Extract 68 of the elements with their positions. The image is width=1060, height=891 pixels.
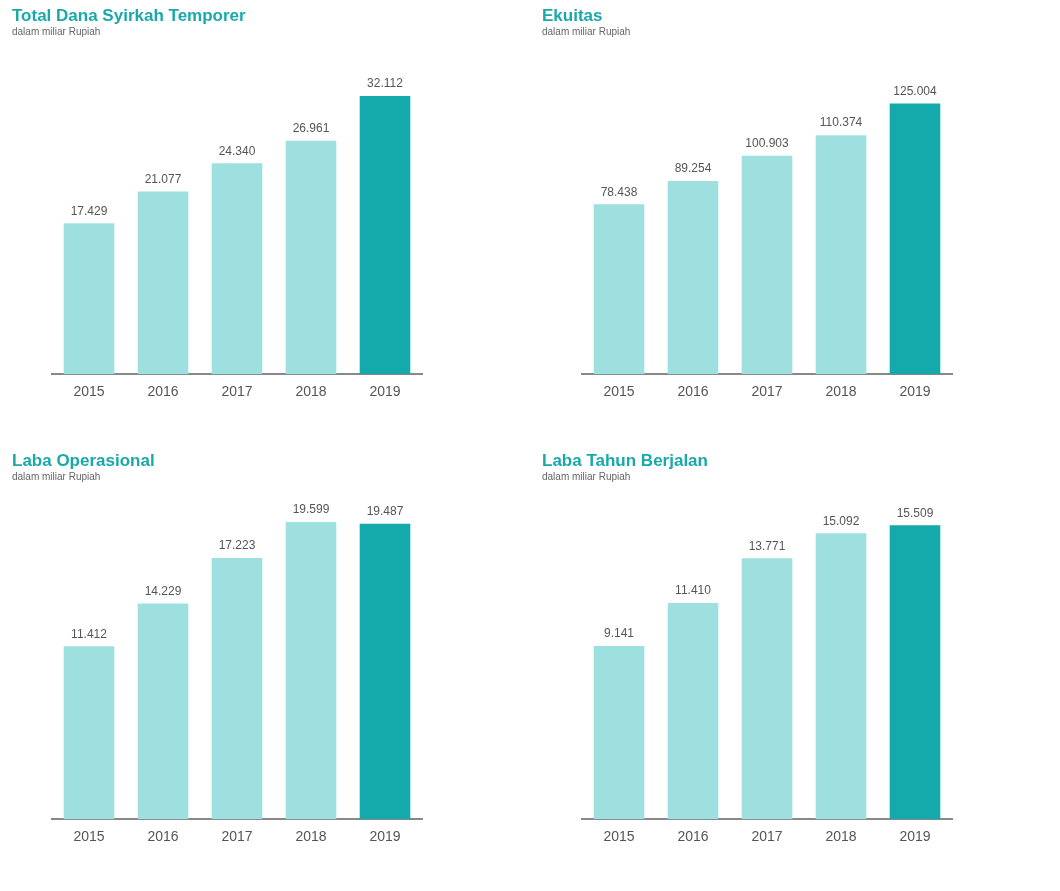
data-label: 11.412 <box>71 626 108 641</box>
chart-title: Total Dana Syirkah Temporer <box>12 6 247 26</box>
chart-title: Laba Operasional <box>12 451 156 471</box>
data-label: 89.254 <box>674 161 712 176</box>
bar <box>63 646 115 820</box>
x-tick-label: 2019 <box>899 828 931 845</box>
data-label: 26.961 <box>292 120 330 135</box>
bar <box>63 223 115 375</box>
x-tick-label: 2015 <box>603 828 635 845</box>
data-label: 9.141 <box>603 626 635 641</box>
x-tick-label: 2015 <box>73 383 105 400</box>
bar <box>211 558 263 820</box>
x-tick-label: 2017 <box>221 383 253 400</box>
bar <box>137 191 189 375</box>
chart-title: Laba Tahun Berjalan <box>542 451 709 471</box>
x-tick-label: 2015 <box>603 383 635 400</box>
bar <box>359 523 411 820</box>
data-label: 17.429 <box>70 203 108 218</box>
data-label: 11.410 <box>675 583 712 598</box>
bar <box>593 645 645 820</box>
bar <box>593 204 645 375</box>
bar <box>359 96 411 375</box>
data-label: 125.004 <box>893 83 938 98</box>
data-label: 17.223 <box>218 538 256 553</box>
chart-title: Ekuitas <box>542 6 604 26</box>
data-label: 110.374 <box>819 115 863 130</box>
x-tick-label: 2017 <box>221 828 253 845</box>
x-tick-label: 2016 <box>147 383 179 400</box>
bar <box>285 522 337 820</box>
bar <box>667 602 719 820</box>
x-tick-label: 2019 <box>369 383 401 400</box>
x-tick-label: 2019 <box>899 383 931 400</box>
x-tick-label: 2016 <box>147 828 179 845</box>
data-label: 19.487 <box>366 504 404 519</box>
x-tick-label: 2015 <box>73 828 105 845</box>
chart-subtitle: dalam miliar Rupiah <box>542 26 632 37</box>
x-tick-label: 2018 <box>295 828 327 845</box>
x-tick-label: 2017 <box>751 383 783 400</box>
bar <box>889 525 941 820</box>
data-label: 100.903 <box>745 135 790 150</box>
data-label: 14.229 <box>144 583 182 598</box>
bar <box>667 180 719 375</box>
x-tick-label: 2018 <box>295 383 327 400</box>
data-label: 13.771 <box>748 538 786 553</box>
x-tick-label: 2017 <box>751 828 783 845</box>
x-tick-label: 2018 <box>825 383 857 400</box>
data-label: 78.438 <box>600 184 638 199</box>
data-label: 32.112 <box>367 76 404 91</box>
bar <box>815 135 867 375</box>
bar <box>815 533 867 820</box>
bar <box>137 603 189 820</box>
bar <box>741 558 793 820</box>
data-label: 19.599 <box>292 502 330 517</box>
bar <box>211 163 263 375</box>
chart-subtitle: dalam miliar Rupiah <box>12 471 102 482</box>
bar <box>285 140 337 375</box>
x-tick-label: 2016 <box>677 828 709 845</box>
x-tick-label: 2018 <box>825 828 857 845</box>
data-label: 24.340 <box>218 143 256 158</box>
x-tick-label: 2019 <box>369 828 401 845</box>
chart-subtitle: dalam miliar Rupiah <box>12 26 102 37</box>
bar <box>889 103 941 375</box>
data-label: 15.509 <box>896 505 934 520</box>
data-label: 15.092 <box>822 513 860 528</box>
bar <box>741 155 793 375</box>
x-tick-label: 2016 <box>677 383 709 400</box>
data-label: 21.077 <box>144 171 182 186</box>
chart-subtitle: dalam miliar Rupiah <box>542 471 632 482</box>
